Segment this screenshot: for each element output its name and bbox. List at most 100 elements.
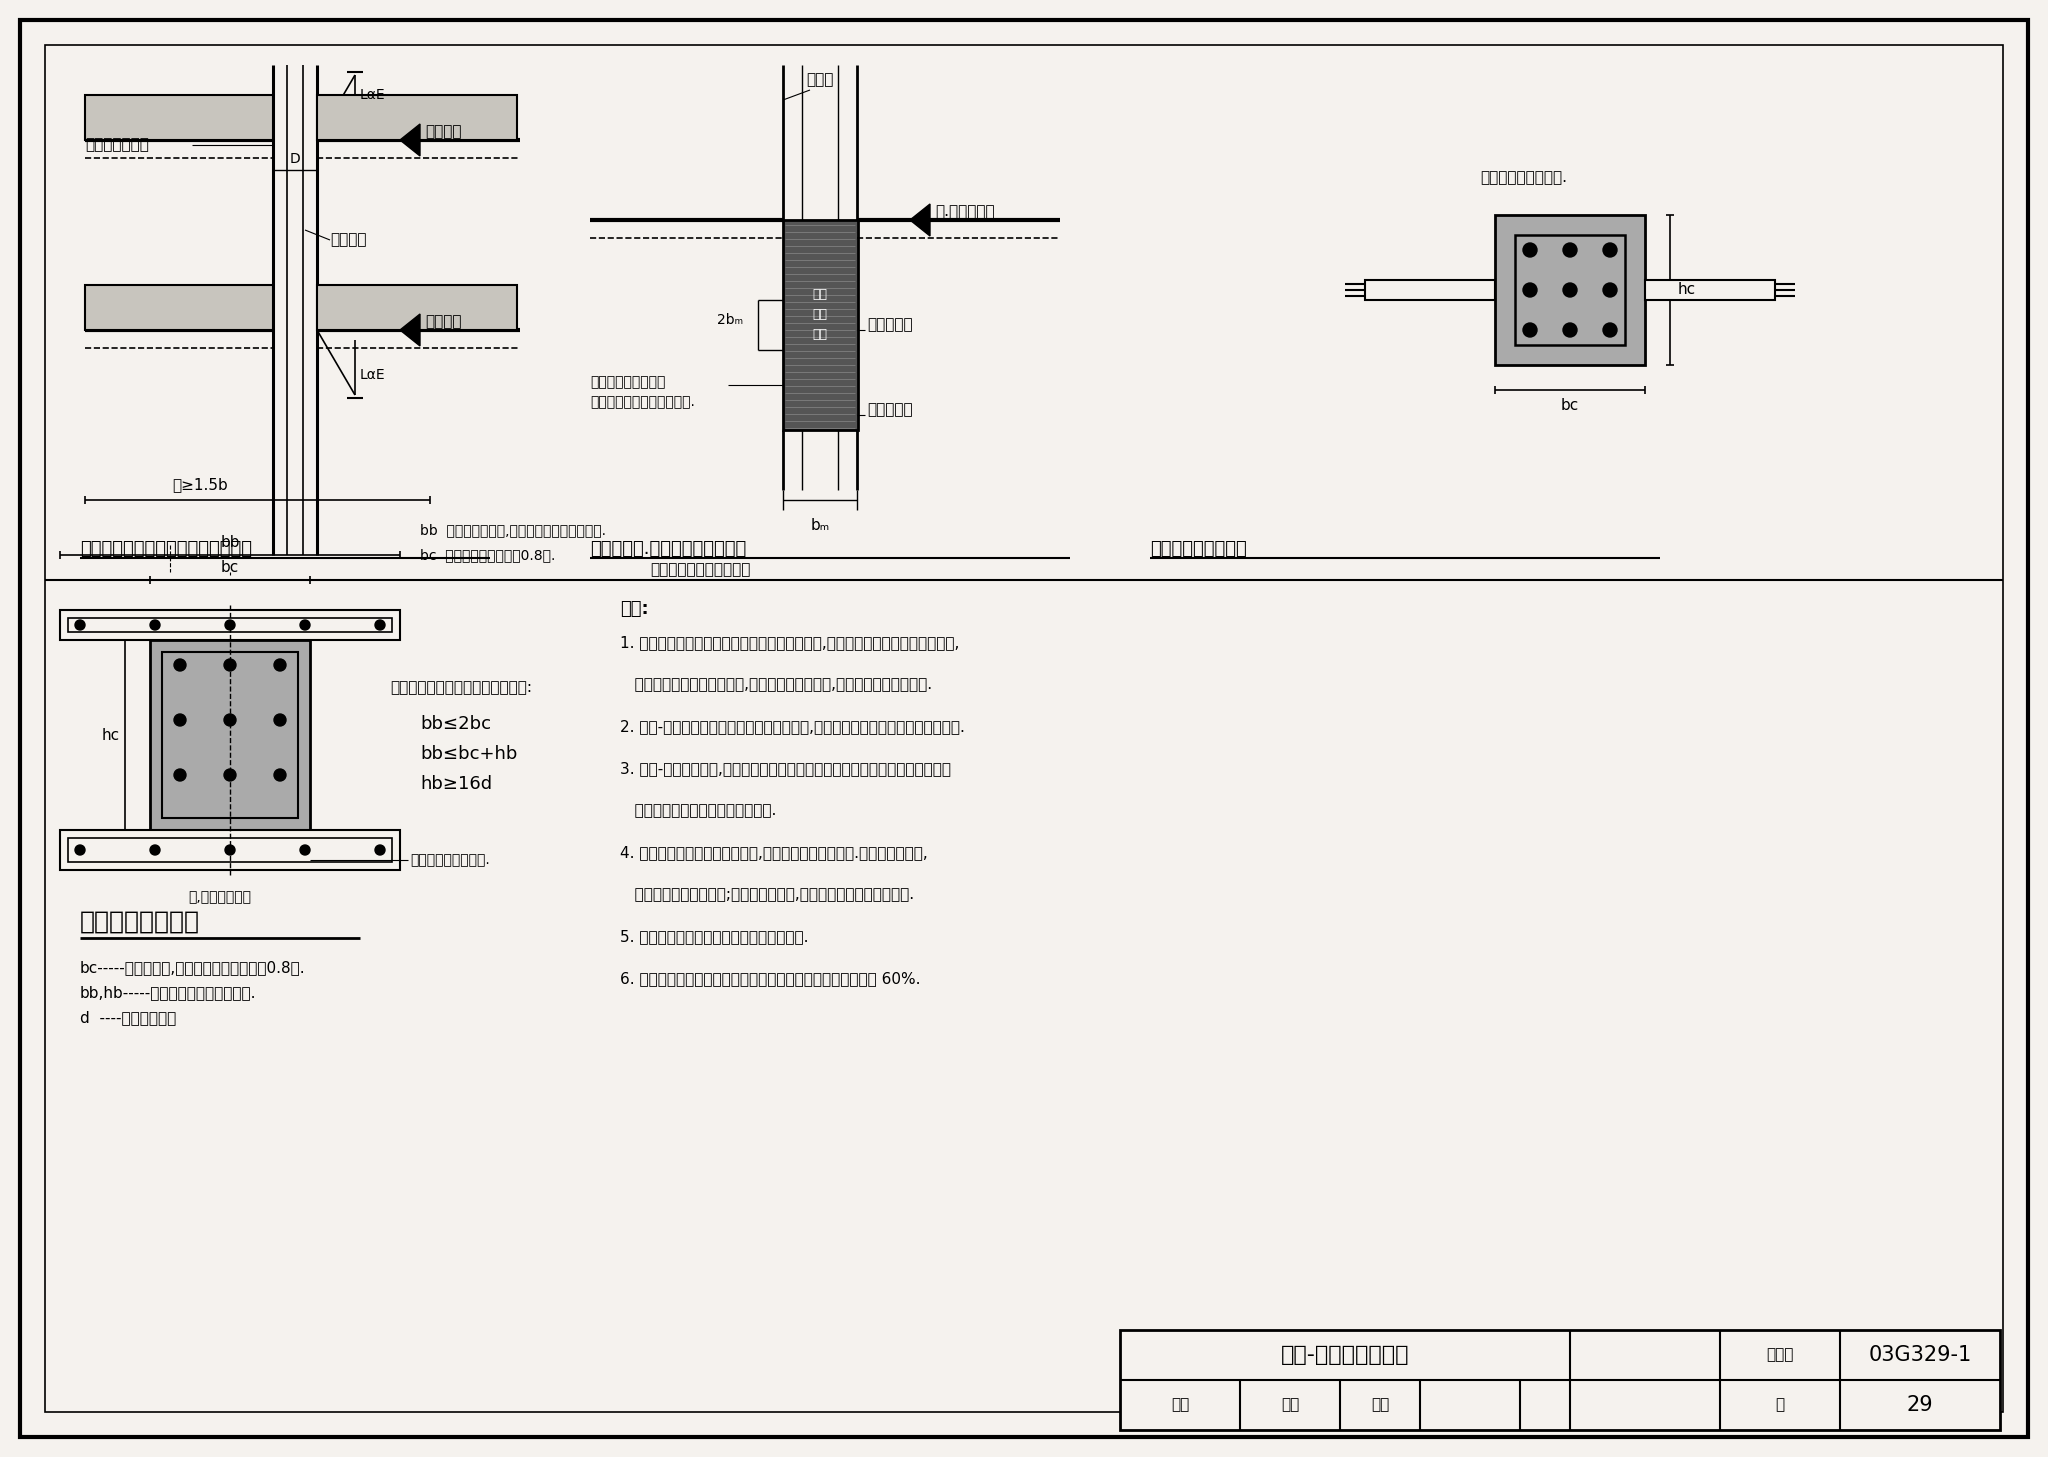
Text: 配筋: 配筋 <box>813 309 827 322</box>
Circle shape <box>1604 283 1618 297</box>
Circle shape <box>223 769 236 781</box>
Text: 设计: 设计 <box>1370 1397 1389 1412</box>
Text: bb≤2bc: bb≤2bc <box>420 715 492 733</box>
Text: 箍筋加密区的要求沿全高加密箍筋.: 箍筋加密区的要求沿全高加密箍筋. <box>621 803 776 817</box>
Circle shape <box>299 621 309 629</box>
Text: hc: hc <box>102 727 121 743</box>
Text: bb,hb-----分别为梁截面宽度和高度.: bb,hb-----分别为梁截面宽度和高度. <box>80 985 256 1000</box>
Text: 混凝土墙体: 混凝土墙体 <box>866 402 913 418</box>
Text: bₘ: bₘ <box>811 519 829 533</box>
Text: 2. 框架-剪力墙与剪力墙重合的框架梁可保留,无梁时可作成宽度与墙厚相同的暗梁.: 2. 框架-剪力墙与剪力墙重合的框架梁可保留,无梁时可作成宽度与墙厚相同的暗梁. <box>621 718 965 734</box>
Text: hb≥16d: hb≥16d <box>420 775 492 793</box>
Bar <box>1516 235 1624 345</box>
Circle shape <box>274 769 287 781</box>
Circle shape <box>150 845 160 855</box>
Text: bb: bb <box>221 535 240 549</box>
Text: bc: bc <box>221 559 240 576</box>
Text: 上层墙: 上层墙 <box>807 71 834 87</box>
Text: 框剪结构楼.屋顶板暗梁配筋示意: 框剪结构楼.屋顶板暗梁配筋示意 <box>590 541 745 558</box>
Circle shape <box>1563 283 1577 297</box>
Circle shape <box>274 714 287 726</box>
Polygon shape <box>909 204 930 236</box>
Circle shape <box>1604 243 1618 256</box>
Bar <box>150 640 309 830</box>
Text: 3. 框架-剪力墙结构中,剪力墙底部加强部位端柱和紧靠剪力墙洞口的端柱宜按柱: 3. 框架-剪力墙结构中,剪力墙底部加强部位端柱和紧靠剪力墙洞口的端柱宜按柱 <box>621 761 950 777</box>
Text: LαE: LαE <box>360 369 385 382</box>
Text: bb  扁梁应双向布置,且不宜用于一般框架结构.: bb 扁梁应双向布置,且不宜用于一般框架结构. <box>420 523 606 538</box>
Text: 2bₘ: 2bₘ <box>717 313 743 326</box>
Circle shape <box>223 659 236 672</box>
Text: 宽扁梁箍筋配至柱边.: 宽扁梁箍筋配至柱边. <box>410 852 489 867</box>
Text: bc  圆形截面取柱直径的0.8倍.: bc 圆形截面取柱直径的0.8倍. <box>420 548 555 562</box>
Text: 框剪结构边框柱构造: 框剪结构边框柱构造 <box>1151 541 1247 558</box>
Text: 楼.屋顶板标高: 楼.屋顶板标高 <box>936 204 995 220</box>
Text: 4. 扁梁应验算承载力和受剪截面,并满足刚度和裂缝要求.计算梁的挠度时,: 4. 扁梁应验算承载力和受剪截面,并满足刚度和裂缝要求.计算梁的挠度时, <box>621 845 928 860</box>
Text: 应在墙与梁相交处设置暗柱,并宜按计算确定配筋,应满足梁纵筋锚固要求.: 应在墙与梁相交处设置暗柱,并宜按计算确定配筋,应满足梁纵筋锚固要求. <box>621 678 932 692</box>
Bar <box>1645 280 1776 300</box>
Bar <box>1120 1330 2001 1429</box>
Text: hc: hc <box>1677 283 1696 297</box>
Circle shape <box>375 621 385 629</box>
Text: 混凝土楼面大梁: 混凝土楼面大梁 <box>86 137 150 153</box>
Circle shape <box>76 845 86 855</box>
Bar <box>68 618 391 632</box>
Text: bc: bc <box>1561 398 1579 412</box>
Bar <box>59 610 399 640</box>
Circle shape <box>225 621 236 629</box>
Polygon shape <box>399 124 420 156</box>
Circle shape <box>223 714 236 726</box>
Text: 梁,柱中线宜重合: 梁,柱中线宜重合 <box>188 890 252 903</box>
Text: 宽扁梁的截面尺寸应符合下列要求:: 宽扁梁的截面尺寸应符合下列要求: <box>389 680 532 695</box>
Circle shape <box>299 845 309 855</box>
Circle shape <box>174 769 186 781</box>
Circle shape <box>76 621 86 629</box>
Text: 03G329-1: 03G329-1 <box>1868 1345 1972 1365</box>
Text: 可扣除梁的合理起拱值;对现浇梁板结构,宜考虑受压翼缘的有利影响.: 可扣除梁的合理起拱值;对现浇梁板结构,宜考虑受压翼缘的有利影响. <box>621 887 913 902</box>
Circle shape <box>225 845 236 855</box>
Text: d  ----为柱纵筋直径: d ----为柱纵筋直径 <box>80 1010 176 1026</box>
Text: 暗梁: 暗梁 <box>813 288 827 302</box>
Bar <box>317 286 516 329</box>
Circle shape <box>1604 323 1618 337</box>
Text: 29: 29 <box>1907 1394 1933 1415</box>
Text: 校对: 校对 <box>1280 1397 1298 1412</box>
Bar <box>1366 280 1495 300</box>
Text: 框架-剪力墙配筋构造: 框架-剪力墙配筋构造 <box>1280 1345 1409 1365</box>
Text: 宜≥1.5b: 宜≥1.5b <box>172 476 227 492</box>
Bar <box>68 838 391 863</box>
Text: 宽扁梁配筋及构造: 宽扁梁配筋及构造 <box>80 911 201 934</box>
Circle shape <box>1524 283 1536 297</box>
Text: 楼层标高: 楼层标高 <box>426 315 461 329</box>
Text: 图集号: 图集号 <box>1765 1348 1794 1362</box>
Text: 墙体中暗梁: 墙体中暗梁 <box>866 318 913 332</box>
Bar <box>317 95 516 140</box>
Text: 暗梁纵筋与连梁纵筋搭接: 暗梁纵筋与连梁纵筋搭接 <box>649 562 750 577</box>
Text: 5. 对扁梁框架的梁柱节点核芯区应进行验算.: 5. 对扁梁框架的梁柱节点核芯区应进行验算. <box>621 930 809 944</box>
Polygon shape <box>399 315 420 345</box>
Bar <box>86 95 272 140</box>
Text: 1. 当剪力墙墙肢与其平面外方向的楼面梁连接时,若无梁轴线方向剪力墙及扶壁柱,: 1. 当剪力墙墙肢与其平面外方向的楼面梁连接时,若无梁轴线方向剪力墙及扶壁柱, <box>621 635 958 650</box>
Text: bc-----柱截面宽度,圆形截面面取柱直径的0.8倍.: bc-----柱截面宽度,圆形截面面取柱直径的0.8倍. <box>80 960 305 975</box>
Circle shape <box>150 621 160 629</box>
Bar <box>86 286 272 329</box>
Text: 纵筋及箍筋箍框架柱.: 纵筋及箍筋箍框架柱. <box>1481 170 1567 185</box>
Text: 混凝土墙支承楼层大梁处设暗柱作法: 混凝土墙支承楼层大梁处设暗柱作法 <box>80 541 252 558</box>
Text: 梁下暗柱: 梁下暗柱 <box>330 233 367 248</box>
Text: D: D <box>289 152 301 166</box>
Text: LαE: LαE <box>360 87 385 102</box>
Circle shape <box>274 659 287 672</box>
Text: 页: 页 <box>1776 1397 1784 1412</box>
Circle shape <box>1563 323 1577 337</box>
Text: 6. 锚入柱内的扁梁上部钢筋截面面积宜大于其全部截面面积的 60%.: 6. 锚入柱内的扁梁上部钢筋截面面积宜大于其全部截面面积的 60%. <box>621 970 920 986</box>
Circle shape <box>174 714 186 726</box>
Text: 一般框架梁的最小配筋要求.: 一般框架梁的最小配筋要求. <box>590 395 694 409</box>
Text: 楼层标高: 楼层标高 <box>426 124 461 140</box>
Bar <box>1495 216 1645 366</box>
Circle shape <box>174 659 186 672</box>
Text: bb≤bc+hb: bb≤bc+hb <box>420 745 518 763</box>
Text: 附注:: 附注: <box>621 600 649 618</box>
Bar <box>162 651 299 817</box>
Circle shape <box>1524 243 1536 256</box>
Bar <box>782 220 858 430</box>
Text: 审核: 审核 <box>1171 1397 1190 1412</box>
